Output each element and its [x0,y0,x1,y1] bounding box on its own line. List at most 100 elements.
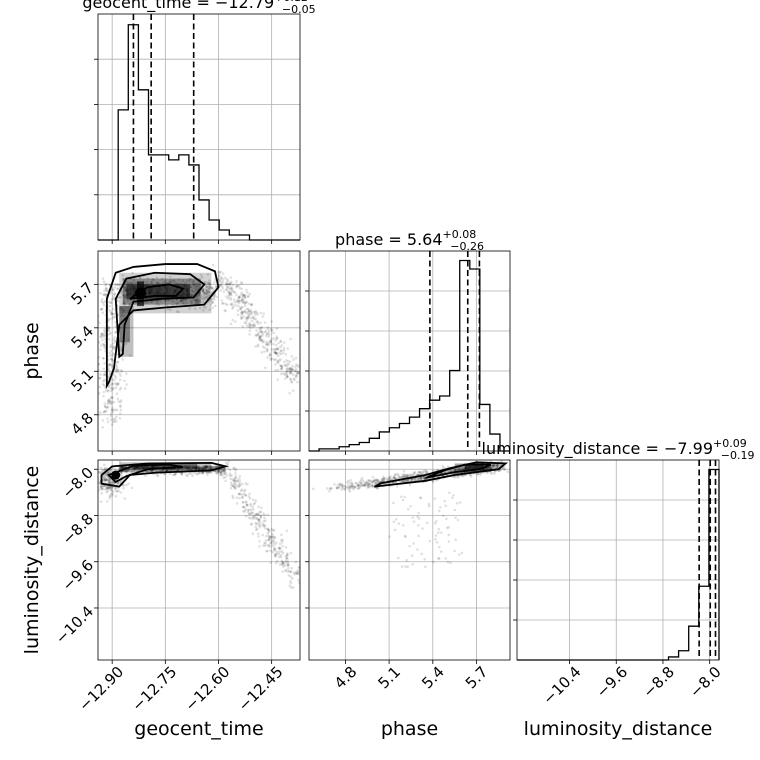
sample-point [179,299,183,302]
sample-point [107,477,111,481]
sample-point [121,308,125,312]
sample-point [281,561,284,564]
sample-point [133,467,136,471]
sample-point [364,480,368,484]
sample-point [277,341,280,345]
sample-point [234,481,237,484]
tick-label-x: −12.75 [128,663,180,715]
sample-point [287,563,290,567]
sample-point [247,508,251,512]
sample-point [247,325,251,329]
sample-point [205,292,209,296]
sample-point [198,284,202,287]
sample-point [107,367,110,370]
sample-point [244,311,248,315]
sample-point [240,282,244,285]
sample-point [181,298,185,302]
sample-point [192,290,196,294]
sample-point [423,469,427,473]
sample-point [258,335,261,339]
sample-point [236,300,240,303]
sample-point [364,484,367,488]
sample-point [98,376,101,380]
sample-point [250,302,254,306]
sample-point [406,565,410,569]
sample-point [144,465,147,469]
sample-point [176,467,179,471]
sample-point [340,484,344,487]
sample-point [248,323,251,326]
sample-point [420,477,423,480]
sample-point [99,348,102,351]
sample-point [454,516,457,520]
sample-point [116,397,120,401]
sample-point [232,467,235,470]
sample-point [121,465,125,469]
sample-point [236,284,240,288]
sample-point [211,287,214,291]
sample-point [503,468,506,471]
sample-point [105,478,109,482]
sample-point [214,285,218,288]
sample-point [497,464,500,468]
sample-point [223,472,226,476]
sample-point [179,282,183,285]
sample-point [237,492,241,496]
sample-point [281,560,284,564]
sample-point [145,301,149,304]
sample-point [406,507,410,511]
sample-point [131,281,135,285]
sample-point [122,309,125,313]
sample-point [110,406,114,410]
sample-point [197,467,200,470]
sample-point [258,544,261,548]
sample-point [104,283,107,287]
sample-point [190,468,193,471]
sample-point [241,482,244,486]
sample-point [267,330,271,333]
sample-point [376,481,380,485]
panel-frame [516,459,720,661]
sample-point [256,343,260,347]
sample-point [114,494,118,498]
sample-point [127,482,130,486]
sample-point [197,467,201,470]
sample-point [254,309,257,313]
sample-point [237,299,241,303]
sample-point [263,524,267,528]
sample-point [233,300,237,304]
sample-point [328,489,331,493]
sample-point [266,332,269,335]
sample-point [291,368,294,372]
sample-point [245,307,249,311]
sample-point [211,297,214,301]
sample-point [168,280,171,284]
sample-point [123,465,127,469]
sample-point [195,299,199,303]
sample-point [211,306,215,310]
sample-point [268,352,272,355]
sample-point [235,293,238,296]
sample-point [125,280,129,284]
sample-point [292,358,295,362]
sample-point [290,355,294,358]
sample-point [198,299,201,302]
sample-point [325,487,329,490]
sample-point [269,535,273,539]
tick-label-x: −10.4 [539,663,584,708]
sample-point [258,328,262,332]
sample-point [173,473,176,476]
sample-point [356,487,360,491]
sample-point [252,508,255,511]
sample-point [374,478,378,481]
sample-point [225,463,229,467]
sample-point [128,302,132,305]
sample-point [155,299,159,303]
sample-point [195,298,199,302]
hist-panel-luminosity-distance [513,459,720,664]
sample-point [409,473,412,476]
sample-point [207,470,211,474]
sample-point [268,536,271,539]
sample-point [400,475,404,479]
sample-point [122,298,125,302]
